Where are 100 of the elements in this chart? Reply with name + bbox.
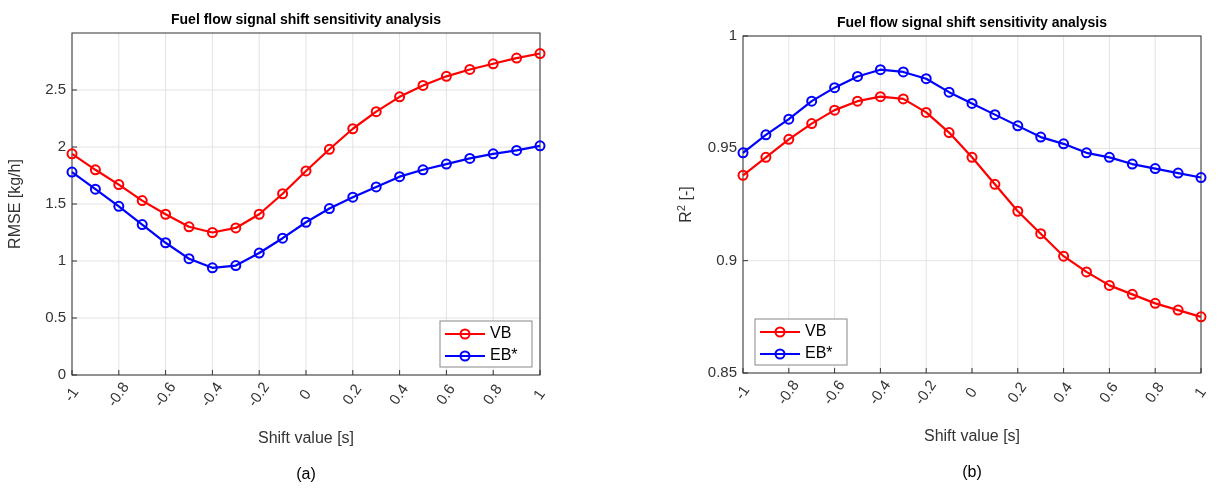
point xyxy=(206,227,218,238)
x-tick-label: -0.4 xyxy=(196,378,226,410)
point xyxy=(113,179,125,191)
point xyxy=(1081,147,1092,159)
point xyxy=(943,86,955,98)
point xyxy=(1126,288,1138,300)
x-tick-label: 0.2 xyxy=(1003,378,1030,406)
point xyxy=(487,148,499,160)
x-tick-label: -0.6 xyxy=(818,376,848,408)
point xyxy=(394,171,406,183)
y-tick-label: 0.5 xyxy=(45,307,66,325)
point xyxy=(417,164,429,176)
point xyxy=(370,181,382,193)
point xyxy=(160,208,172,220)
point xyxy=(760,151,772,163)
y-tick-label: 1 xyxy=(728,25,737,43)
point xyxy=(347,191,359,203)
x-tick-label: -0.6 xyxy=(149,378,179,410)
point xyxy=(206,262,218,274)
point xyxy=(440,158,452,170)
x-tick-label: -0.2 xyxy=(243,378,273,410)
point xyxy=(897,93,909,105)
x-tick-label: -1 xyxy=(730,381,753,403)
x-tick-label: 0.8 xyxy=(479,380,505,408)
point xyxy=(943,127,955,139)
x-axis-title: Shift value [s] xyxy=(257,429,355,446)
point xyxy=(783,113,795,125)
point xyxy=(370,106,382,118)
y-tick-label: 0.85 xyxy=(707,362,737,380)
point xyxy=(464,152,476,164)
point xyxy=(1149,297,1161,309)
point xyxy=(783,133,795,145)
y-tick-label: 1 xyxy=(57,250,66,268)
x-tick-label: 0 xyxy=(295,385,315,403)
point xyxy=(277,188,289,200)
point xyxy=(253,208,265,220)
x-tick-label: -0.8 xyxy=(773,376,802,408)
point xyxy=(1172,304,1184,316)
legend-label: EB* xyxy=(490,346,518,364)
point xyxy=(89,183,101,195)
x-tick-label: 0.4 xyxy=(385,380,412,408)
point xyxy=(487,58,499,70)
x-tick-label: -0.4 xyxy=(864,376,894,408)
point xyxy=(920,106,932,118)
y-axis-title: RMSE [kg/h] xyxy=(6,159,23,249)
point xyxy=(829,104,841,116)
legend-label: EB* xyxy=(805,344,833,362)
x-tick-label: 0.8 xyxy=(1141,378,1167,406)
point xyxy=(323,143,335,155)
point xyxy=(1103,151,1115,163)
point xyxy=(300,165,312,177)
point xyxy=(897,66,909,78)
text: (b) xyxy=(962,463,982,480)
chart-title: Fuel flow signal shift sensitivity analysis xyxy=(171,11,442,27)
point xyxy=(966,97,978,109)
point xyxy=(277,232,289,244)
point xyxy=(1012,205,1024,217)
point xyxy=(183,253,195,265)
point xyxy=(737,169,749,181)
point xyxy=(874,91,886,103)
x-tick-label: 0.6 xyxy=(432,380,459,408)
point xyxy=(1149,163,1161,175)
point xyxy=(136,195,148,207)
point xyxy=(737,147,749,159)
point xyxy=(1012,120,1024,132)
point xyxy=(183,221,195,233)
x-tick-label: 0.2 xyxy=(338,380,365,408)
text: (a) xyxy=(296,465,316,482)
point xyxy=(66,166,78,178)
x-tick-label: -1 xyxy=(59,383,82,405)
point xyxy=(1103,279,1115,291)
point xyxy=(1035,228,1047,240)
point xyxy=(852,95,863,107)
y-tick-label: 0.95 xyxy=(707,138,737,156)
point xyxy=(511,52,523,64)
point xyxy=(511,144,523,156)
point xyxy=(852,70,863,82)
point xyxy=(323,203,335,215)
x-axis-title: Shift value [s] xyxy=(923,427,1021,444)
point xyxy=(230,260,242,272)
x-tick-label: 0.6 xyxy=(1095,378,1122,406)
point xyxy=(829,82,841,94)
point xyxy=(806,118,818,130)
point xyxy=(417,79,429,91)
point xyxy=(89,164,101,176)
point xyxy=(1058,250,1070,262)
legend-label: VB xyxy=(805,322,827,340)
y-tick-label: 0 xyxy=(57,364,66,382)
x-tick-label: -0.8 xyxy=(103,378,132,410)
y-tick-label: 2.5 xyxy=(45,79,66,97)
y-tick-label: 0.9 xyxy=(716,250,737,268)
point xyxy=(760,129,772,141)
point xyxy=(300,216,312,228)
point xyxy=(534,140,546,152)
point xyxy=(1081,266,1092,278)
x-tick-label: -0.2 xyxy=(910,376,940,408)
point xyxy=(534,48,546,60)
point xyxy=(989,109,1001,121)
point xyxy=(136,219,148,231)
point xyxy=(440,70,452,82)
